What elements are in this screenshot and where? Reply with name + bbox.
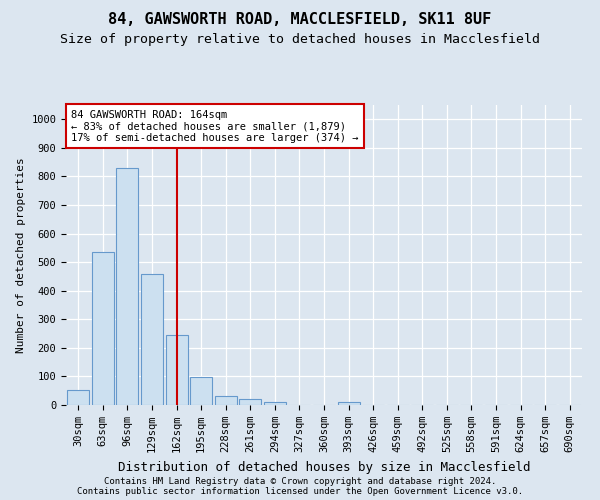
Bar	[92, 252, 114, 405]
Y-axis label: Number of detached properties: Number of detached properties	[16, 157, 26, 353]
Bar	[67, 390, 89, 405]
Bar	[141, 274, 163, 405]
Text: 84, GAWSWORTH ROAD, MACCLESFIELD, SK11 8UF: 84, GAWSWORTH ROAD, MACCLESFIELD, SK11 8…	[109, 12, 491, 28]
Text: 84 GAWSWORTH ROAD: 164sqm
← 83% of detached houses are smaller (1,879)
17% of se: 84 GAWSWORTH ROAD: 164sqm ← 83% of detac…	[71, 110, 359, 142]
Bar	[338, 402, 359, 405]
Bar	[116, 168, 139, 405]
Bar	[215, 396, 237, 405]
Bar	[264, 402, 286, 405]
Text: Contains HM Land Registry data © Crown copyright and database right 2024.: Contains HM Land Registry data © Crown c…	[104, 477, 496, 486]
Bar	[166, 335, 188, 405]
Bar	[190, 378, 212, 405]
Text: Size of property relative to detached houses in Macclesfield: Size of property relative to detached ho…	[60, 32, 540, 46]
Bar	[239, 400, 262, 405]
X-axis label: Distribution of detached houses by size in Macclesfield: Distribution of detached houses by size …	[118, 460, 530, 473]
Text: Contains public sector information licensed under the Open Government Licence v3: Contains public sector information licen…	[77, 487, 523, 496]
